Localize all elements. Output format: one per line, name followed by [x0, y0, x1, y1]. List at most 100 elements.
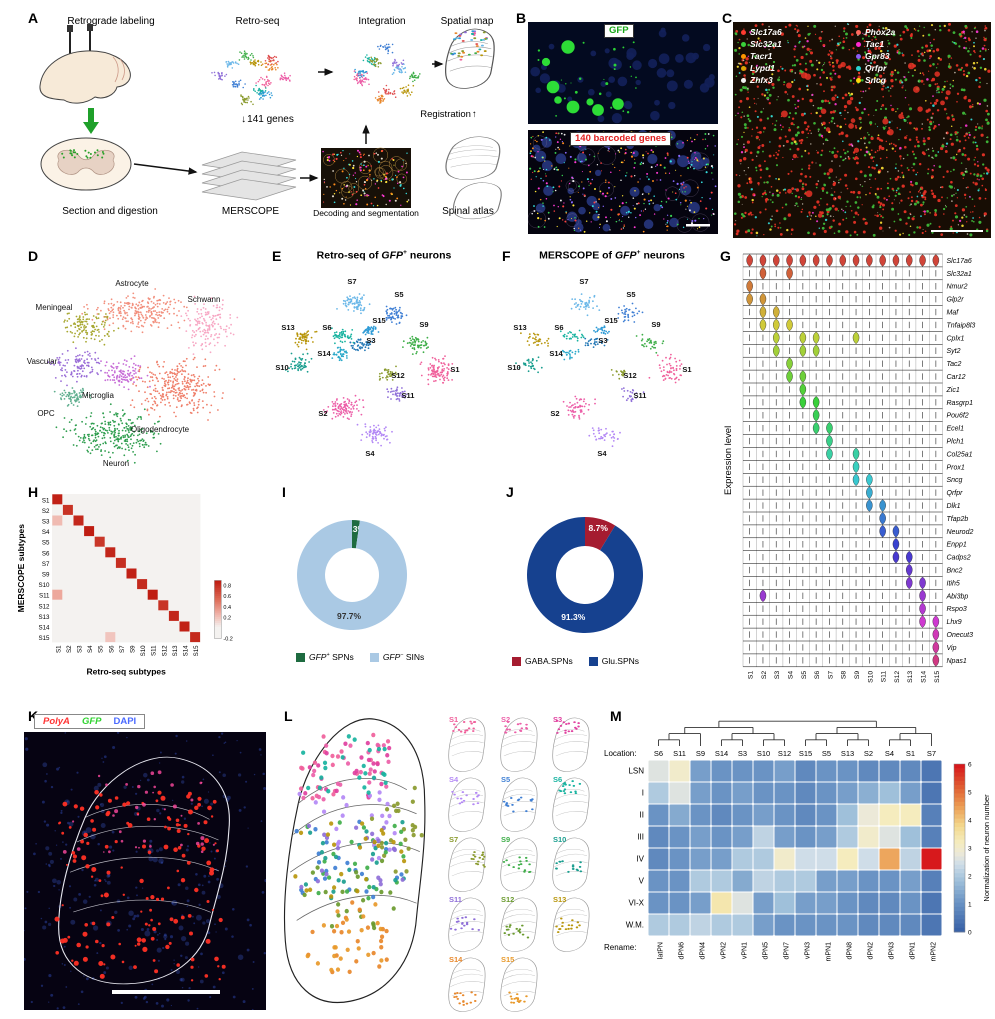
cluster-S7: [570, 293, 601, 317]
barcoded-genes-image: [528, 130, 718, 234]
heatmap-cell: [858, 782, 879, 804]
heatmap-cell: [837, 870, 858, 892]
heatmap-cell: [879, 760, 900, 782]
stain-label-gfp: GFP: [81, 716, 102, 727]
panel-label-h: H: [28, 484, 39, 500]
cluster-Vascular: [47, 347, 102, 387]
stain-label-dapi: DAPI: [113, 716, 137, 727]
heatmap-cell: [858, 848, 879, 870]
heatmap-cell: [753, 760, 774, 782]
step-merscope: MERSCOPE: [221, 206, 280, 217]
spatial-map-mini-S10: [552, 837, 590, 892]
stain-labels: PolyA GFP DAPI: [34, 714, 146, 729]
heatmap-cell: [795, 804, 816, 826]
panel-label-m: M: [610, 708, 622, 724]
panel-label-g: G: [720, 248, 731, 264]
heatmap-cell: [732, 826, 753, 848]
step-section-digestion: Section and digestion: [62, 206, 158, 217]
heatmap-cell: [921, 914, 942, 936]
donut-slice: [352, 520, 360, 549]
heatmap-cell: [753, 782, 774, 804]
spatial-map-mini-S2: [500, 717, 538, 772]
panel-label-a: A: [28, 10, 39, 26]
gene-color-dot: [856, 30, 861, 35]
gene-color-dot: [741, 30, 746, 35]
heatmap-cell: [732, 914, 753, 936]
spatial-map-mini-S3: [552, 717, 590, 772]
step-registration: Registration↑: [410, 109, 488, 121]
heatmap-cell: [648, 892, 669, 914]
legend-item: GFP+ SPNs: [296, 652, 354, 662]
heatmap-cell: [711, 804, 732, 826]
heatmap-cell: [711, 870, 732, 892]
heatmap-cell: [795, 760, 816, 782]
donut-slice: [527, 517, 644, 633]
heatmap-cell: [669, 914, 690, 936]
heatmap-cell: [690, 914, 711, 936]
gene-legend-item: Sncg: [856, 75, 895, 86]
heatmap-cell: [774, 848, 795, 870]
heatmap-cell: [837, 760, 858, 782]
heatmap-cell: [774, 870, 795, 892]
barcoded-genes-label: 140 barcoded genes: [570, 132, 672, 146]
heatmap-cell: [669, 782, 690, 804]
heatmap-cell: [858, 826, 879, 848]
legend-swatch: [588, 656, 598, 666]
gene-legend-item: Phox2a: [856, 27, 895, 38]
donut-i-legend: GFP+ SPNs GFP− SINs: [296, 652, 424, 662]
cluster-S5: [617, 302, 644, 323]
cluster-S6: [559, 329, 585, 342]
mini-umap: [353, 43, 421, 104]
heatmap-cell: [921, 826, 942, 848]
heatmap-cell: [648, 914, 669, 936]
heatmap-cell: [753, 914, 774, 936]
panel-label-e: E: [272, 248, 282, 264]
panel-label-l: L: [284, 708, 293, 724]
gene-legend-item: Zhfx3: [741, 75, 782, 86]
cluster-Oligodendrocyte: [129, 356, 236, 421]
heatmap-cell: [690, 826, 711, 848]
spatial-map-mini-S6: [552, 777, 590, 832]
heatmap-cell: [900, 760, 921, 782]
panel-label-k: K: [28, 708, 38, 724]
spatial-map-mini-S11: [448, 897, 486, 952]
heatmap-cell: [879, 782, 900, 804]
gene-color-dot: [856, 54, 861, 59]
heatmap-cell: [732, 892, 753, 914]
heatmap-cell: [648, 848, 669, 870]
heatmap-cell: [858, 892, 879, 914]
panel-label-j: J: [506, 484, 514, 500]
spinal-atlas-icon-2: [453, 182, 502, 220]
step-decoding: Decoding and segmentation: [313, 208, 419, 218]
panel-label-i: I: [282, 484, 286, 500]
legend-item: GABA.SPNs: [512, 656, 573, 666]
title-gene: GFP: [614, 249, 637, 262]
heatmap-cell: [753, 870, 774, 892]
heatmap-cell: [774, 782, 795, 804]
heatmap-cell: [648, 804, 669, 826]
heatmap-cell: [900, 892, 921, 914]
heatmap-cell: [816, 826, 837, 848]
heatmap-cell: [879, 804, 900, 826]
heatmap-cell: [774, 914, 795, 936]
title-suffix: neurons: [407, 249, 452, 262]
heatmap-cell: [774, 892, 795, 914]
heatmap-cell: [669, 760, 690, 782]
panel-f-title: MERSCOPE of GFP+ neurons: [514, 249, 710, 262]
heatmap-cell: [795, 914, 816, 936]
gene-color-dot: [741, 66, 746, 71]
title-sup: +: [403, 249, 407, 256]
legend-label: GFP− SINs: [382, 652, 425, 662]
cluster-S4: [356, 423, 393, 447]
down-arrow-icon: ↓: [241, 114, 247, 125]
spatial-map-mini-S13: [552, 897, 590, 952]
heatmap-cell: [816, 870, 837, 892]
spatial-map-mini-S7: [448, 837, 486, 892]
scale-bar: [112, 990, 220, 994]
cluster-S2: [562, 395, 596, 420]
spatial-map-mini-S5: [500, 777, 538, 832]
heatmap-cell: [858, 870, 879, 892]
heatmap-cell: [900, 914, 921, 936]
heatmap-cell: [732, 870, 753, 892]
